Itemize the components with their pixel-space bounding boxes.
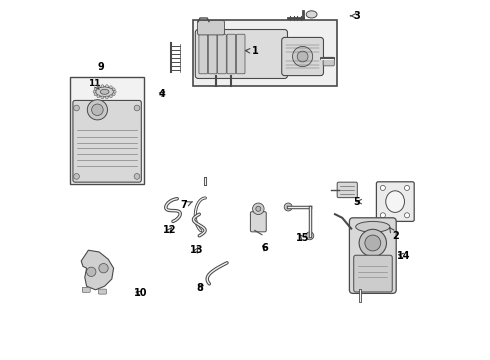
FancyBboxPatch shape bbox=[208, 34, 217, 74]
Ellipse shape bbox=[96, 87, 114, 97]
Circle shape bbox=[112, 88, 115, 91]
FancyBboxPatch shape bbox=[282, 37, 323, 76]
Text: 3: 3 bbox=[350, 11, 360, 21]
Text: 15: 15 bbox=[296, 233, 309, 243]
Circle shape bbox=[94, 93, 97, 96]
Circle shape bbox=[105, 85, 108, 87]
Text: 13: 13 bbox=[190, 245, 203, 255]
Circle shape bbox=[284, 203, 292, 211]
Circle shape bbox=[252, 203, 264, 215]
Circle shape bbox=[293, 46, 313, 67]
Circle shape bbox=[404, 185, 410, 190]
Circle shape bbox=[306, 232, 314, 240]
Circle shape bbox=[380, 213, 386, 218]
Circle shape bbox=[105, 96, 108, 99]
Ellipse shape bbox=[386, 191, 404, 212]
FancyBboxPatch shape bbox=[82, 287, 90, 292]
Text: 5: 5 bbox=[353, 197, 362, 207]
Ellipse shape bbox=[100, 89, 109, 94]
Circle shape bbox=[93, 90, 96, 93]
Text: 12: 12 bbox=[163, 225, 176, 235]
Text: 1: 1 bbox=[245, 46, 259, 56]
Circle shape bbox=[134, 174, 140, 179]
Circle shape bbox=[380, 185, 386, 190]
FancyBboxPatch shape bbox=[323, 57, 334, 66]
FancyBboxPatch shape bbox=[218, 34, 226, 74]
FancyBboxPatch shape bbox=[376, 182, 414, 221]
Circle shape bbox=[134, 105, 140, 111]
Circle shape bbox=[99, 264, 108, 273]
Circle shape bbox=[359, 229, 387, 257]
Circle shape bbox=[97, 86, 100, 89]
Ellipse shape bbox=[356, 221, 390, 232]
Circle shape bbox=[101, 96, 104, 99]
FancyBboxPatch shape bbox=[73, 100, 141, 182]
FancyBboxPatch shape bbox=[236, 34, 245, 74]
Circle shape bbox=[297, 51, 308, 62]
Circle shape bbox=[365, 235, 381, 251]
Circle shape bbox=[109, 86, 112, 89]
Text: 10: 10 bbox=[134, 288, 147, 298]
FancyBboxPatch shape bbox=[193, 20, 337, 86]
Circle shape bbox=[256, 206, 261, 211]
Circle shape bbox=[87, 100, 107, 120]
Ellipse shape bbox=[306, 11, 317, 18]
Polygon shape bbox=[81, 250, 114, 290]
Text: 14: 14 bbox=[396, 251, 410, 261]
FancyBboxPatch shape bbox=[337, 182, 357, 198]
Circle shape bbox=[404, 213, 410, 218]
FancyBboxPatch shape bbox=[71, 77, 144, 184]
Text: 4: 4 bbox=[159, 89, 166, 99]
Text: 2: 2 bbox=[390, 228, 399, 241]
Circle shape bbox=[109, 95, 112, 98]
Circle shape bbox=[97, 95, 100, 98]
Circle shape bbox=[94, 88, 97, 91]
Text: 7: 7 bbox=[180, 200, 193, 210]
Circle shape bbox=[87, 267, 96, 276]
Circle shape bbox=[92, 104, 103, 116]
FancyBboxPatch shape bbox=[354, 255, 392, 292]
FancyBboxPatch shape bbox=[196, 30, 288, 78]
Text: 11: 11 bbox=[88, 80, 101, 89]
FancyBboxPatch shape bbox=[197, 21, 224, 35]
Circle shape bbox=[74, 174, 79, 179]
FancyBboxPatch shape bbox=[349, 218, 396, 293]
Text: 9: 9 bbox=[98, 62, 104, 72]
Text: 8: 8 bbox=[196, 283, 203, 293]
FancyBboxPatch shape bbox=[98, 289, 106, 294]
Text: 6: 6 bbox=[262, 243, 268, 253]
FancyBboxPatch shape bbox=[199, 34, 208, 74]
FancyBboxPatch shape bbox=[250, 212, 266, 232]
Circle shape bbox=[112, 93, 115, 96]
Circle shape bbox=[74, 105, 79, 111]
Circle shape bbox=[101, 85, 104, 87]
Circle shape bbox=[113, 90, 116, 93]
FancyBboxPatch shape bbox=[227, 34, 236, 74]
